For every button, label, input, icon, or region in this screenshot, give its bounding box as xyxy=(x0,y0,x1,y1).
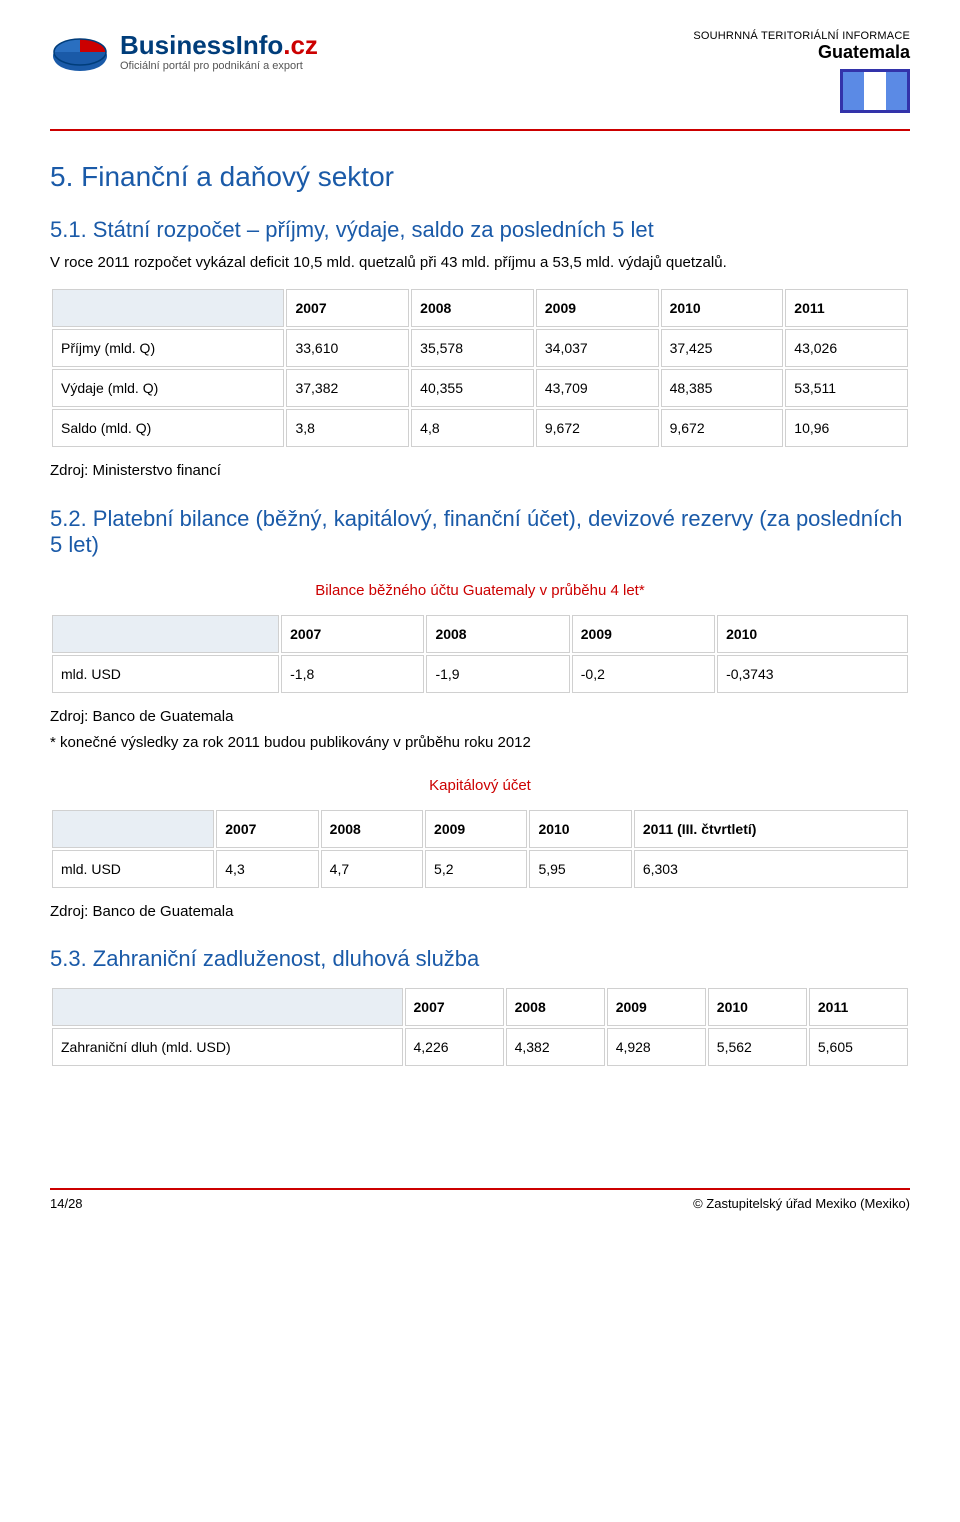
row-label: mld. USD xyxy=(52,655,279,693)
source-text: Zdroj: Banco de Guatemala xyxy=(50,707,910,727)
table-header-row: 2007 2008 2009 2010 2011 (III. čtvrtletí… xyxy=(52,810,908,848)
year-header: 2009 xyxy=(425,810,527,848)
flag-icon xyxy=(840,69,910,113)
row-label: mld. USD xyxy=(52,850,214,888)
logo-block: BusinessInfo.cz Oficiální portál pro pod… xyxy=(50,30,318,74)
page-footer: 14/28 © Zastupitelský úřad Mexiko (Mexik… xyxy=(50,1188,910,1211)
year-header: 2009 xyxy=(572,615,715,653)
cell: 40,355 xyxy=(411,369,534,407)
cell: 43,709 xyxy=(536,369,659,407)
empty-header xyxy=(52,615,279,653)
cell: 4,226 xyxy=(405,1028,504,1066)
table-row: mld. USD 4,3 4,7 5,2 5,95 6,303 xyxy=(52,850,908,888)
year-header: 2009 xyxy=(536,289,659,327)
balance-table-1: 2007 2008 2009 2010 mld. USD -1,8 -1,9 -… xyxy=(50,613,910,695)
empty-header xyxy=(52,988,403,1026)
balance-table-2: 2007 2008 2009 2010 2011 (III. čtvrtletí… xyxy=(50,808,910,890)
year-header: 2007 xyxy=(286,289,409,327)
cell: 33,610 xyxy=(286,329,409,367)
table-row: mld. USD -1,8 -1,9 -0,2 -0,3743 xyxy=(52,655,908,693)
year-header: 2008 xyxy=(426,615,569,653)
year-header: 2010 xyxy=(708,988,807,1026)
year-header: 2007 xyxy=(281,615,424,653)
cell: 4,8 xyxy=(411,409,534,447)
cell: 53,511 xyxy=(785,369,908,407)
cell: -1,9 xyxy=(426,655,569,693)
table-row: Výdaje (mld. Q) 37,382 40,355 43,709 48,… xyxy=(52,369,908,407)
cell: -0,2 xyxy=(572,655,715,693)
cell: 34,037 xyxy=(536,329,659,367)
doc-type: SOUHRNNÁ TERITORIÁLNÍ INFORMACE xyxy=(693,30,910,42)
cell: 6,303 xyxy=(634,850,908,888)
debt-table: 2007 2008 2009 2010 2011 Zahraniční dluh… xyxy=(50,986,910,1068)
source-text: Zdroj: Banco de Guatemala xyxy=(50,902,910,922)
source-text: Zdroj: Ministerstvo financí xyxy=(50,461,910,481)
year-header: 2008 xyxy=(506,988,605,1026)
cell: -1,8 xyxy=(281,655,424,693)
cell: 5,562 xyxy=(708,1028,807,1066)
header-right: SOUHRNNÁ TERITORIÁLNÍ INFORMACE Guatemal… xyxy=(693,30,910,113)
footnote: * konečné výsledky za rok 2011 budou pub… xyxy=(50,733,910,753)
table-caption: Kapitálový účet xyxy=(50,777,910,794)
year-header: 2010 xyxy=(529,810,631,848)
header-divider xyxy=(50,129,910,131)
section-5-1-intro: V roce 2011 rozpočet vykázal deficit 10,… xyxy=(50,253,910,273)
logo-text: BusinessInfo.cz Oficiální portál pro pod… xyxy=(120,32,318,72)
table-header-row: 2007 2008 2009 2010 2011 xyxy=(52,988,908,1026)
row-label: Zahraniční dluh (mld. USD) xyxy=(52,1028,403,1066)
footer-credit: © Zastupitelský úřad Mexiko (Mexiko) xyxy=(693,1196,910,1211)
year-header: 2008 xyxy=(411,289,534,327)
budget-table: 2007 2008 2009 2010 2011 Příjmy (mld. Q)… xyxy=(50,287,910,449)
cell: 5,95 xyxy=(529,850,631,888)
cell: 9,672 xyxy=(661,409,784,447)
cell: 35,578 xyxy=(411,329,534,367)
cell: 9,672 xyxy=(536,409,659,447)
page-number: 14/28 xyxy=(50,1196,83,1211)
year-header: 2011 (III. čtvrtletí) xyxy=(634,810,908,848)
logo-subtitle: Oficiální portál pro podnikání a export xyxy=(120,60,318,72)
section-5-title: 5. Finanční a daňový sektor xyxy=(50,161,910,193)
cell: 37,425 xyxy=(661,329,784,367)
year-header: 2007 xyxy=(405,988,504,1026)
empty-header xyxy=(52,289,284,327)
table-row: Saldo (mld. Q) 3,8 4,8 9,672 9,672 10,96 xyxy=(52,409,908,447)
year-header: 2011 xyxy=(809,988,908,1026)
year-header: 2010 xyxy=(717,615,908,653)
cell: 4,382 xyxy=(506,1028,605,1066)
row-label: Saldo (mld. Q) xyxy=(52,409,284,447)
table-row: Příjmy (mld. Q) 33,610 35,578 34,037 37,… xyxy=(52,329,908,367)
section-5-3-title: 5.3. Zahraniční zadluženost, dluhová slu… xyxy=(50,946,910,972)
year-header: 2010 xyxy=(661,289,784,327)
table-header-row: 2007 2008 2009 2010 xyxy=(52,615,908,653)
cell: 37,382 xyxy=(286,369,409,407)
page-header: BusinessInfo.cz Oficiální portál pro pod… xyxy=(50,30,910,123)
row-label: Výdaje (mld. Q) xyxy=(52,369,284,407)
year-header: 2009 xyxy=(607,988,706,1026)
table-row: Zahraniční dluh (mld. USD) 4,226 4,382 4… xyxy=(52,1028,908,1066)
cell: 48,385 xyxy=(661,369,784,407)
logo-title-main: BusinessInfo xyxy=(120,30,283,60)
year-header: 2011 xyxy=(785,289,908,327)
year-header: 2007 xyxy=(216,810,318,848)
cell: 5,605 xyxy=(809,1028,908,1066)
logo-title-suffix: .cz xyxy=(283,30,318,60)
country-name: Guatemala xyxy=(693,42,910,63)
year-header: 2008 xyxy=(321,810,423,848)
section-5-2-title: 5.2. Platební bilance (běžný, kapitálový… xyxy=(50,506,910,558)
cell: -0,3743 xyxy=(717,655,908,693)
cell: 3,8 xyxy=(286,409,409,447)
table-caption: Bilance běžného účtu Guatemaly v průběhu… xyxy=(50,582,910,599)
row-label: Příjmy (mld. Q) xyxy=(52,329,284,367)
cell: 4,928 xyxy=(607,1028,706,1066)
empty-header xyxy=(52,810,214,848)
cell: 43,026 xyxy=(785,329,908,367)
cell: 10,96 xyxy=(785,409,908,447)
cell: 5,2 xyxy=(425,850,527,888)
logo-icon xyxy=(50,30,110,74)
cell: 4,3 xyxy=(216,850,318,888)
table-header-row: 2007 2008 2009 2010 2011 xyxy=(52,289,908,327)
cell: 4,7 xyxy=(321,850,423,888)
section-5-1-title: 5.1. Státní rozpočet – příjmy, výdaje, s… xyxy=(50,217,910,243)
